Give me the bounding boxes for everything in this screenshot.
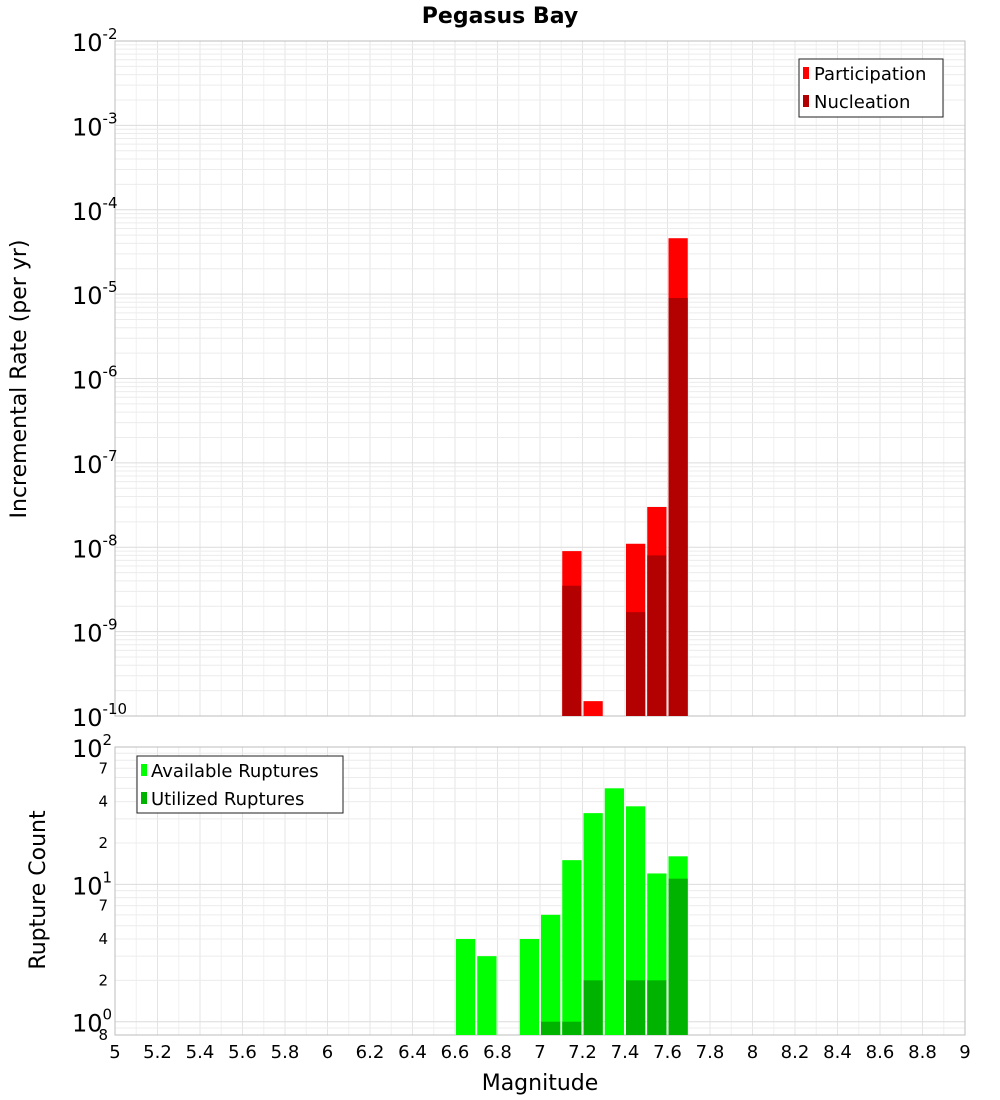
top-y-axis-label: Incremental Rate (per yr) (7, 240, 32, 519)
x-tick-label: 5.8 (271, 1042, 300, 1063)
plot-frame (114, 40, 966, 717)
count-bar-0-6 (604, 788, 624, 1035)
x-tick-label: 7.6 (653, 1042, 682, 1063)
top-y-tick-label: 10-8 (72, 531, 118, 563)
bottom-y-major-tick-label: 100 (72, 1006, 112, 1038)
bottom-y-major-tick-label: 101 (72, 868, 112, 900)
x-tick-label: 7.4 (611, 1042, 640, 1063)
bottom-y-tick-label: 2 (98, 834, 108, 852)
x-tick-label: 8.4 (823, 1042, 852, 1063)
x-tick-label: 5.6 (228, 1042, 257, 1063)
count-bar-0-1 (477, 956, 497, 1035)
top-y-tick-label: 10-4 (72, 194, 118, 226)
x-tick-label: 7 (534, 1042, 545, 1063)
x-tick-label: 7.8 (696, 1042, 725, 1063)
plot-frame (114, 746, 966, 1036)
count-bar-1-2 (583, 980, 603, 1035)
count-bar-1-1 (562, 1021, 582, 1035)
x-tick-label: 6 (322, 1042, 333, 1063)
top-legend: Participation Nucleation (798, 58, 944, 118)
x-tick-label: 6.8 (483, 1042, 512, 1063)
rate-bar-0-1 (583, 701, 603, 716)
top-y-tick-label: 10-3 (72, 109, 118, 141)
legend-box (798, 58, 944, 118)
rate-bar-1-0 (562, 585, 582, 716)
count-bar-0-3 (541, 914, 561, 1035)
x-tick-label: 9 (959, 1042, 970, 1063)
legend-box (136, 755, 344, 814)
bottom-legend: Available Ruptures Utilized Ruptures (136, 755, 344, 814)
top-y-tick-label: 10-5 (72, 278, 118, 310)
bottom-y-tick-label: 2 (98, 971, 108, 989)
legend-swatch-1 (803, 95, 809, 107)
count-bar-0-0 (456, 939, 476, 1035)
x-tick-label: 8.8 (908, 1042, 937, 1063)
rate-bar-1-1 (626, 612, 646, 716)
bottom-plot-panel: 8 2 4 7 2 4 7 100 101 102 5 5.2 5.4 5.6 5.8 6 6.2 6.4 6.6 6… (72, 731, 971, 1063)
legend-label-1: Utilized Ruptures (151, 789, 304, 810)
legend-swatch-1 (141, 792, 147, 804)
top-y-tick-label: 10-6 (72, 363, 118, 395)
bottom-y-axis-label: Rupture Count (26, 810, 51, 970)
legend-swatch-0 (141, 764, 147, 776)
x-tick-label: 6.6 (441, 1042, 470, 1063)
legend-label-0: Available Ruptures (151, 761, 319, 782)
count-bar-0-4 (562, 860, 582, 1035)
count-bar-0-5 (583, 813, 603, 1035)
bottom-y-tick-label: 7 (98, 759, 108, 777)
count-bar-0-2 (519, 939, 539, 1035)
legend-label-0: Participation (814, 64, 926, 85)
count-bar-1-5 (668, 878, 688, 1035)
top-y-tick-label: 10-9 (72, 616, 118, 648)
bottom-y-tick-label: 8 (98, 1026, 108, 1044)
bottom-y-tick-label: 4 (98, 930, 108, 948)
x-tick-label: 6.2 (356, 1042, 385, 1063)
bottom-y-tick-label: 4 (98, 793, 108, 811)
x-tick-label: 5.4 (186, 1042, 215, 1063)
x-axis-label: Magnitude (482, 1071, 599, 1096)
bottom-y-tick-label: 7 (98, 897, 108, 915)
count-bar-1-3 (626, 980, 646, 1035)
count-bar-1-0 (541, 1021, 561, 1035)
count-bar-0-7 (626, 806, 646, 1035)
legend-swatch-0 (803, 67, 809, 79)
legend-label-1: Nucleation (814, 92, 910, 113)
top-plot-panel: 10-10 10-9 10-8 10-7 10-6 10-5 10-4 10-3 10-2 Par… (72, 25, 966, 732)
x-tick-label: 8 (747, 1042, 758, 1063)
count-bar-1-4 (647, 980, 667, 1035)
x-tick-label: 8.6 (866, 1042, 895, 1063)
x-tick-label: 7.2 (568, 1042, 597, 1063)
top-y-tick-label: 10-10 (72, 700, 127, 732)
x-tick-label: 8.2 (781, 1042, 810, 1063)
top-y-tick-label: 10-2 (72, 25, 118, 57)
chart-title: Pegasus Bay (422, 4, 578, 29)
bottom-y-major-tick-label: 102 (72, 731, 112, 763)
x-tick-label: 6.4 (398, 1042, 427, 1063)
rate-bar-1-3 (668, 297, 688, 716)
x-tick-label: 5 (109, 1042, 120, 1063)
x-tick-label: 5.2 (143, 1042, 172, 1063)
rate-bar-1-2 (647, 555, 667, 716)
top-y-tick-label: 10-7 (72, 447, 118, 479)
